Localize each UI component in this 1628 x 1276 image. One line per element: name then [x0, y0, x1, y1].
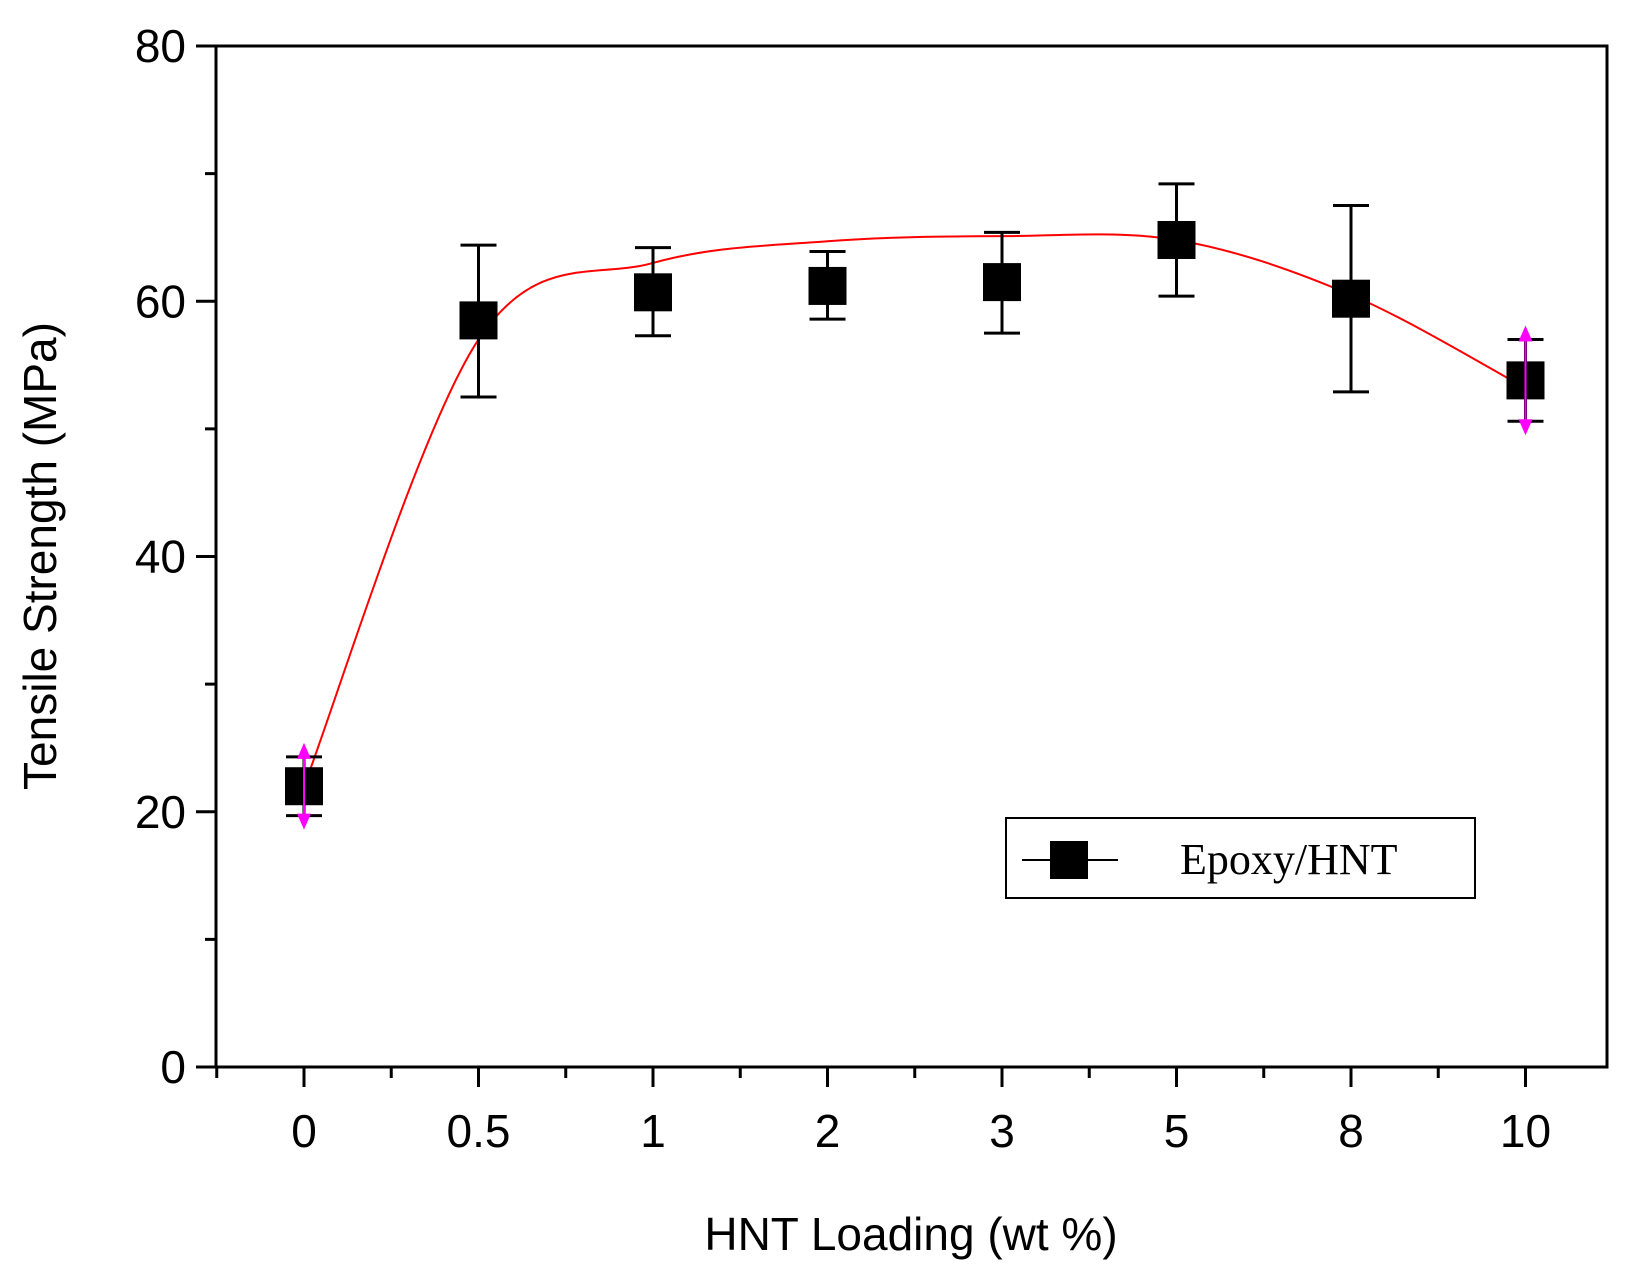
highlight-arrow-head-up — [297, 742, 311, 759]
error-bar-layer — [286, 182, 1544, 818]
x-tick-label: 0 — [291, 1105, 317, 1157]
data-point — [634, 273, 672, 312]
x-tick-label: 8 — [1338, 1105, 1364, 1157]
highlight-arrow-head-down — [1518, 419, 1533, 436]
x-tick-label: 10 — [1500, 1105, 1551, 1157]
y-tick-label: 20 — [135, 786, 186, 838]
y-tick-layer: 0 20 40 60 80 — [135, 20, 216, 1093]
x-tick-label: 1 — [640, 1105, 666, 1157]
y-tick-label: 80 — [135, 20, 186, 72]
highlight-arrow-head-down — [297, 813, 311, 830]
data-point — [459, 301, 498, 340]
legend-label: Epoxy/HNT — [1180, 835, 1398, 884]
x-axis-title: HNT Loading (wt %) — [704, 1208, 1117, 1260]
y-tick-label: 40 — [135, 531, 186, 583]
data-point — [983, 263, 1021, 302]
x-tick-label: 3 — [989, 1105, 1015, 1157]
fit-curve — [303, 233, 1526, 787]
x-tick-label: 0.5 — [447, 1105, 511, 1157]
data-point — [1332, 279, 1370, 318]
highlight-arrow-layer — [297, 325, 1533, 830]
x-tick-label: 2 — [815, 1105, 841, 1157]
y-axis-title: Tensile Strength (MPa) — [14, 322, 66, 790]
x-tick-layer: 0 0.5 1 2 3 5 8 10 — [215, 1067, 1551, 1157]
highlight-arrow-head-up — [1518, 325, 1533, 342]
data-point — [1157, 220, 1196, 259]
highlight-arrow — [297, 742, 311, 830]
legend: Epoxy/HNT — [1005, 817, 1476, 899]
highlight-arrow — [1518, 325, 1533, 436]
fit-curve-layer — [303, 233, 1526, 787]
marker-layer — [285, 220, 1545, 806]
legend-marker — [1050, 841, 1088, 879]
y-tick-label: 60 — [135, 275, 186, 327]
y-tick-label: 0 — [160, 1041, 186, 1093]
data-point — [808, 266, 847, 305]
plot-frame — [214, 44, 1609, 1069]
x-tick-label: 5 — [1164, 1105, 1190, 1157]
